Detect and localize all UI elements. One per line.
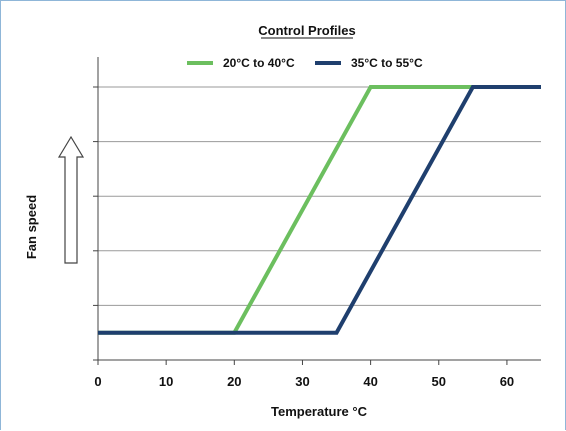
series-line-1 <box>98 85 541 335</box>
axes <box>93 57 541 365</box>
x-tick-label: 10 <box>159 374 173 389</box>
legend: 20°C to 40°C 35°C to 55°C <box>187 56 423 70</box>
x-tick-label: 0 <box>94 374 101 389</box>
gridlines <box>98 86 541 306</box>
x-axis-label: Temperature °C <box>271 404 368 419</box>
x-tick-labels: 0 10 20 30 40 50 60 <box>94 374 514 389</box>
x-tick-label: 60 <box>500 374 514 389</box>
y-axis-label: Fan speed <box>24 195 39 259</box>
series-line-2 <box>98 85 541 335</box>
x-tick-label: 50 <box>432 374 446 389</box>
legend-label-series-2: 35°C to 55°C <box>351 56 423 70</box>
chart-title: Control Profiles <box>258 23 356 38</box>
x-tick-label: 20 <box>227 374 241 389</box>
x-tick-label: 40 <box>363 374 377 389</box>
legend-label-series-1: 20°C to 40°C <box>223 56 295 70</box>
up-arrow-icon <box>57 135 85 264</box>
x-tick-label: 30 <box>295 374 309 389</box>
series-lines <box>98 85 541 335</box>
